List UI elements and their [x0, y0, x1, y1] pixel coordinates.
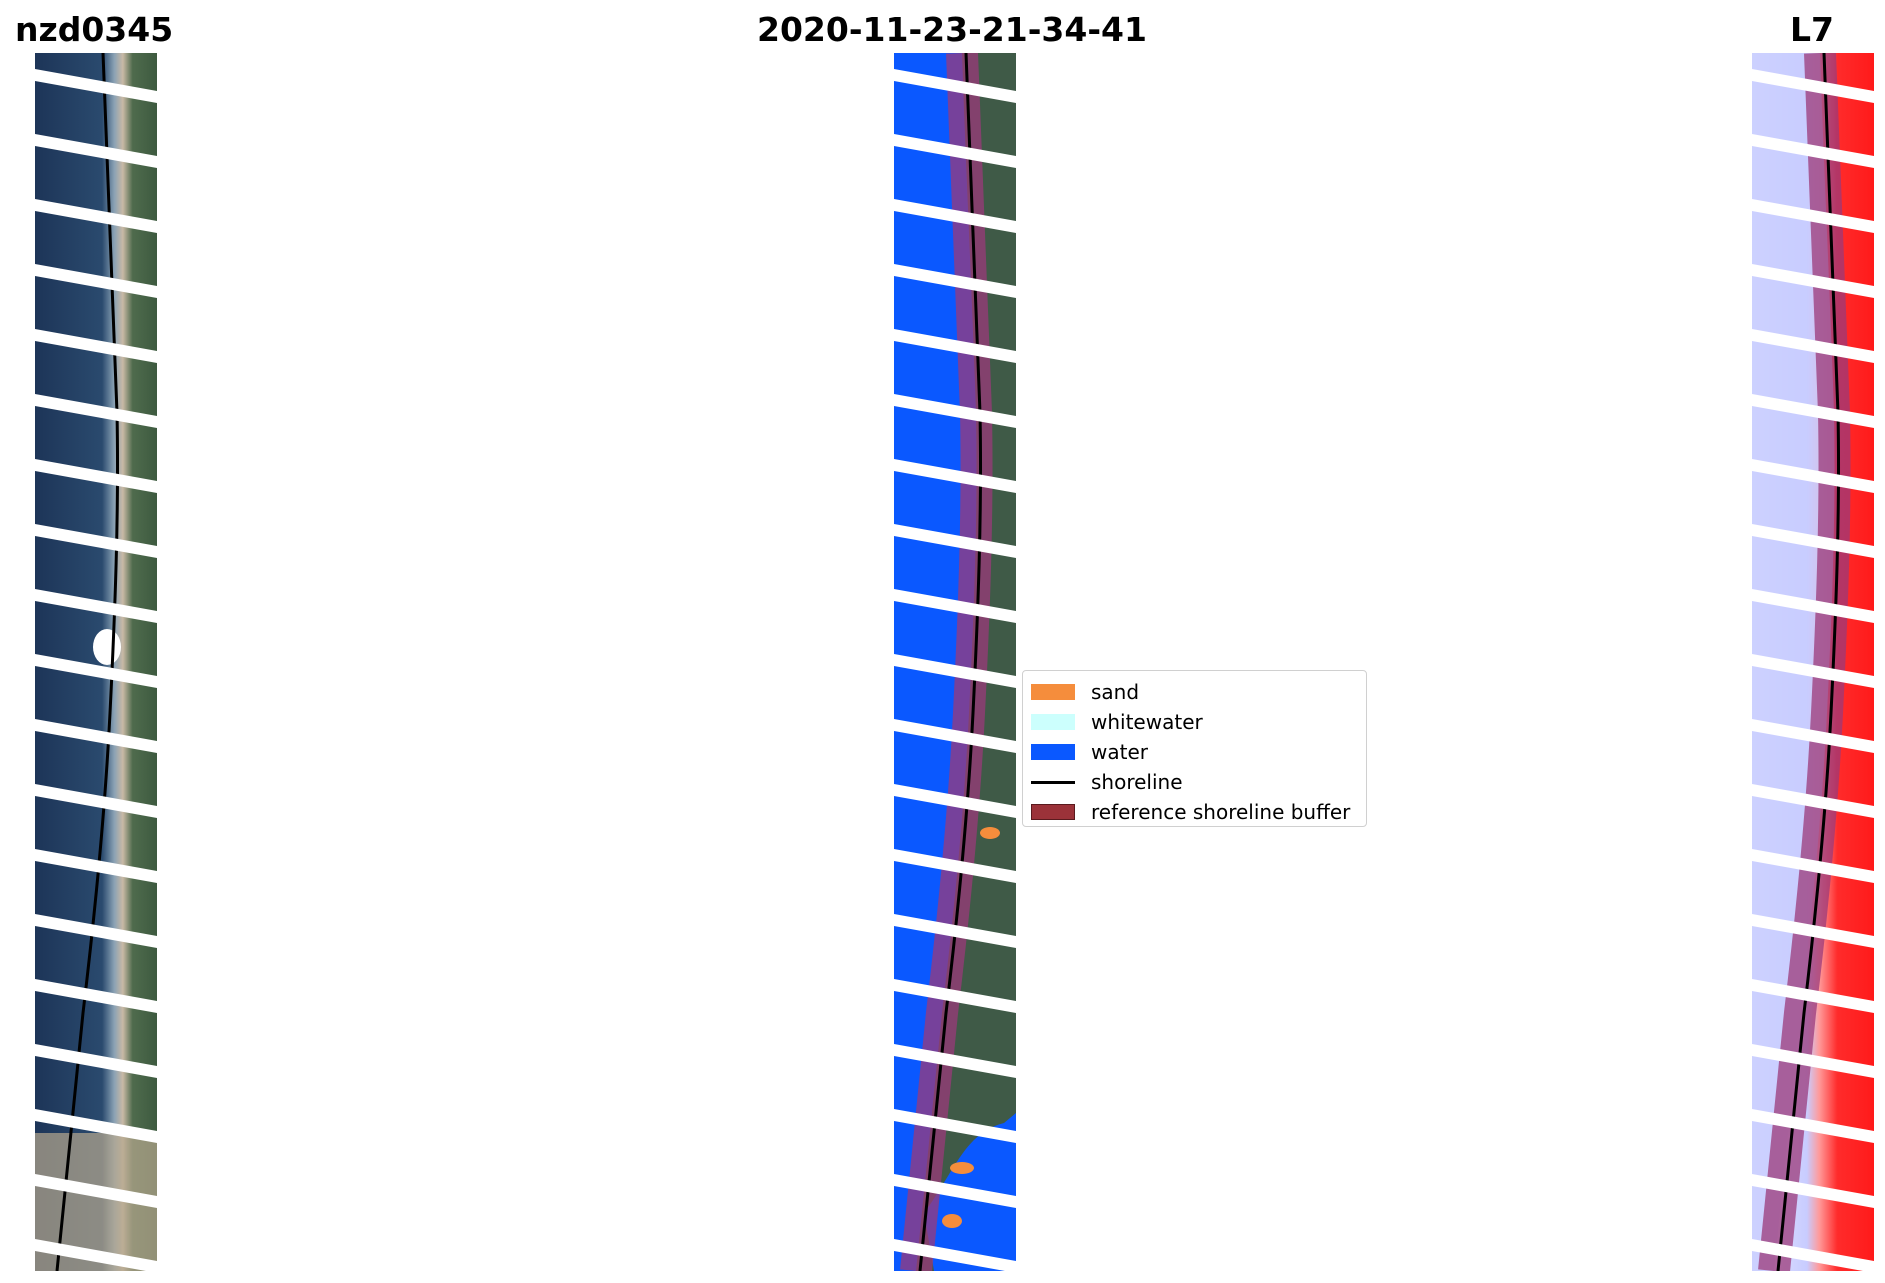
- scan-line-gaps: [35, 53, 157, 1271]
- classified-image-panel: [894, 53, 1016, 1271]
- legend: sand whitewater water shoreline referenc…: [1022, 670, 1367, 827]
- date-title: 2020-11-23-21-34-41: [757, 10, 1147, 49]
- index-image-panel: [1752, 53, 1874, 1271]
- legend-label-shoreline: shoreline: [1091, 770, 1183, 794]
- legend-label-sand: sand: [1091, 680, 1140, 704]
- rgb-image-panel: [35, 53, 157, 1271]
- legend-label-whitewater: whitewater: [1091, 710, 1203, 734]
- sand-swatch: [1031, 684, 1075, 700]
- water-swatch: [1031, 744, 1075, 760]
- whitewater-swatch: [1031, 714, 1075, 730]
- satellite-title: L7: [1790, 10, 1834, 49]
- scan-line-gaps: [894, 53, 1016, 1271]
- scan-line-gaps: [1752, 53, 1874, 1271]
- reference-buffer-swatch: [1031, 804, 1075, 820]
- legend-label-water: water: [1091, 740, 1148, 764]
- site-title: nzd0345: [15, 10, 174, 49]
- shoreline-swatch: [1031, 781, 1075, 784]
- legend-label-reference-buffer: reference shoreline buffer: [1091, 800, 1351, 824]
